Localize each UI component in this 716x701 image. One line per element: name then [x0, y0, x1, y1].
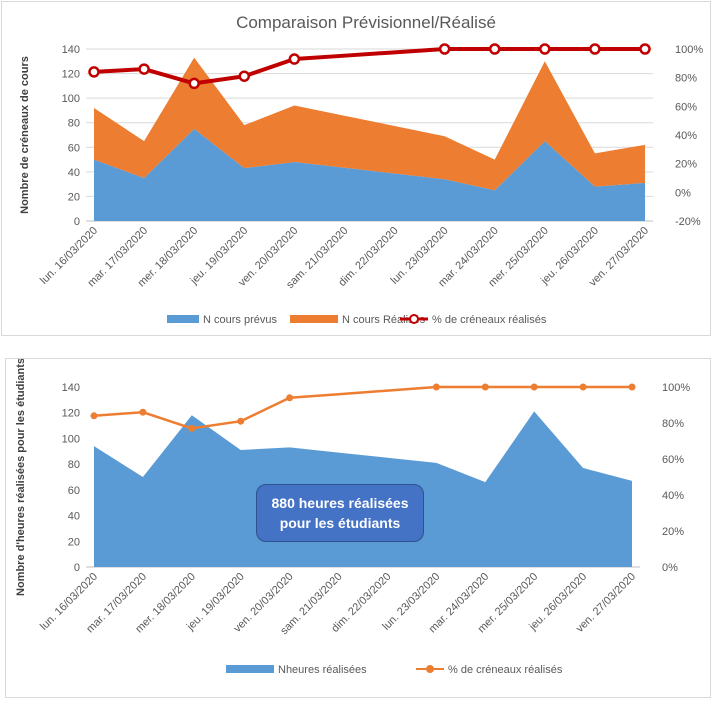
chart2-ytick-label: 40	[68, 511, 80, 523]
chart1-y2tick-label: 80%	[675, 73, 697, 85]
chart1-area-series-2	[94, 57, 645, 191]
chart1-ytick-label: 80	[68, 118, 80, 130]
chart2-ytick-label: 100	[62, 433, 80, 445]
chart1-ytick-label: 100	[62, 93, 80, 105]
chart1-line-point	[188, 77, 200, 90]
chart1-line-point	[639, 43, 651, 55]
chart-1-svg: 0 20 40 60 80 100 120 140 -20% 0% 20% 40% 60% 80% 100%…	[19, 13, 703, 326]
chart2-ytick-label: 120	[62, 408, 80, 420]
chart1-line-point	[238, 70, 251, 82]
chart1-y2tick-label: 100%	[675, 44, 703, 56]
chart1-line-point	[589, 43, 601, 55]
chart2-line-point	[90, 412, 98, 420]
chart2-y2tick-label: 60%	[662, 454, 684, 466]
chart1-legend-swatch	[167, 315, 199, 323]
chart1-y2tick-label: -20%	[675, 216, 701, 228]
chart2-y-axis-title: Nombre d'heures réalisées pour les étudi…	[15, 359, 27, 596]
chart1-ytick-label: 140	[62, 44, 80, 56]
chart1-line-point	[88, 66, 100, 78]
chart1-line-point	[288, 53, 301, 65]
chart2-legend-label: % de créneaux réalisés	[448, 664, 563, 676]
chart2-legend-label: Nheures réalisées	[278, 664, 367, 676]
chart2-y2tick-label: 20%	[662, 526, 684, 538]
chart1-line-point	[539, 43, 551, 55]
chart2-line-point	[432, 383, 440, 391]
chart1-area-series-1	[94, 128, 645, 221]
chart2-line-point	[237, 417, 245, 425]
chart2-y2tick-label: 40%	[662, 490, 684, 502]
chart1-ytick-label: 0	[74, 216, 80, 228]
chart1-legend-swatch	[290, 315, 338, 323]
chart1-y2tick-label: 0%	[675, 187, 691, 199]
chart1-ytick-label: 40	[68, 167, 80, 179]
chart1-line-series	[93, 47, 645, 86]
chart1-line-point	[488, 43, 501, 55]
chart1-legend-label: N cours Réalisés	[342, 314, 426, 326]
chart2-legend-swatch	[226, 665, 274, 673]
callout-line-1: 880 heures réalisées	[271, 495, 409, 511]
chart1-line-point	[438, 43, 451, 55]
chart1-ytick-label: 20	[68, 191, 80, 203]
chart1-y2tick-label: 40%	[675, 130, 697, 142]
chart2-line-point	[286, 394, 294, 402]
chart2-y2tick-label: 80%	[662, 418, 684, 430]
chart2-ytick-label: 0	[74, 562, 80, 574]
chart2-line-point	[188, 424, 196, 432]
chart2-ytick-label: 20	[68, 536, 80, 548]
chart2-y2tick-label: 0%	[662, 562, 678, 574]
chart1-line-point	[138, 63, 150, 75]
chart2-ytick-label: 60	[68, 485, 80, 497]
chart1-title: Comparaison Prévisionnel/Réalisé	[236, 13, 496, 32]
chart2-legend-marker	[426, 665, 434, 673]
chart2-line-point	[628, 383, 636, 391]
chart1-ytick-label: 60	[68, 142, 80, 154]
chart2-line-point	[139, 408, 147, 416]
chart1-ytick-label: 120	[62, 69, 80, 81]
chart2-line-point	[481, 383, 489, 391]
chart1-legend-marker	[409, 314, 419, 324]
chart2-line-point	[579, 383, 587, 391]
chart-panel-1: 0 20 40 60 80 100 120 140 -20% 0% 20% 40% 60% 80% 100%…	[1, 1, 711, 336]
chart2-ytick-label: 140	[62, 382, 80, 394]
chart1-y2tick-label: 20%	[675, 159, 697, 171]
chart1-y2tick-label: 60%	[675, 101, 697, 113]
callout-line-2: pour les étudiants	[279, 515, 401, 531]
chart2-line-series	[93, 385, 632, 430]
total-hours-callout: 880 heures réalisées pour les étudiants	[256, 484, 424, 542]
chart1-legend-label: % de créneaux réalisés	[432, 314, 547, 326]
chart2-ytick-label: 80	[68, 459, 80, 471]
chart-panel-2: 0 20 40 60 80 100 120 140 0% 20% 40% 60% 80% 100% lun.…	[5, 358, 711, 698]
chart2-y2tick-label: 100%	[662, 382, 690, 394]
chart1-legend-label: N cours prévus	[203, 314, 277, 326]
chart2-line-point	[530, 383, 538, 391]
chart1-y-axis-title: Nombre de créneaux de cours	[19, 56, 31, 214]
